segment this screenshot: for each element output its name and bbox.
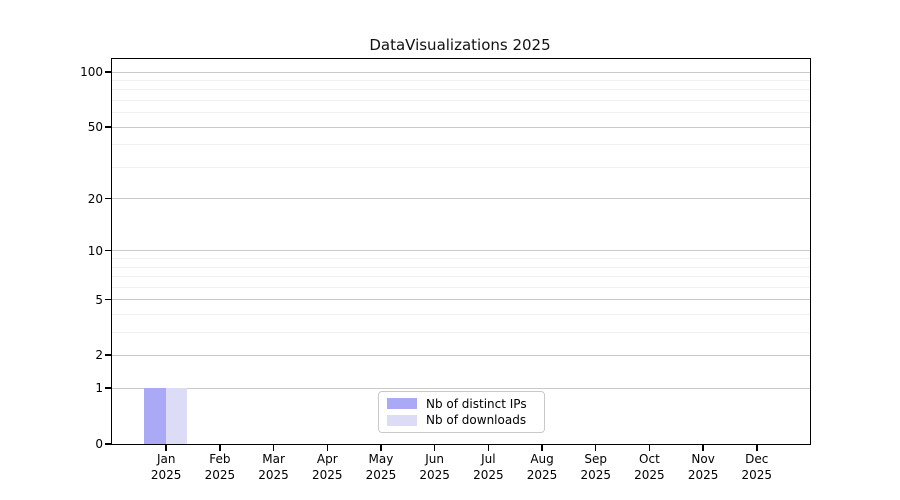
x-tick-month: Dec (745, 452, 769, 466)
x-tick-year: 2025 (365, 468, 397, 482)
x-tick-year: 2025 (258, 468, 289, 482)
x-tick-year: 2025 (150, 468, 182, 482)
y-gridline-major (112, 126, 810, 128)
x-tick-month: Sep (584, 452, 608, 466)
x-tick-year: 2025 (526, 468, 558, 482)
y-gridline-minor (112, 286, 810, 288)
x-tick-mark (702, 444, 704, 451)
y-tick-label: 20 (87, 191, 103, 206)
y-gridline-minor (112, 144, 810, 146)
y-gridline-minor (112, 166, 810, 168)
y-tick-mark (105, 443, 111, 445)
x-tick-label: Dec 2025 (729, 451, 785, 483)
x-tick-label: Jun 2025 (407, 451, 463, 483)
x-tick-mark (380, 444, 382, 451)
x-tick-year: 2025 (311, 468, 343, 482)
y-gridline-minor (112, 89, 810, 91)
x-tick-mark (594, 444, 597, 451)
x-tick-mark (648, 444, 651, 451)
chart-title: DataVisualizations 2025 (369, 36, 551, 54)
y-tick-label: 100 (80, 65, 103, 80)
x-tick-mark (326, 444, 329, 451)
y-tick-label: 50 (87, 120, 103, 135)
x-tick-year: 2025 (204, 468, 236, 482)
y-tick-label: 0 (95, 437, 103, 451)
x-tick-month: Apr (316, 452, 338, 466)
y-tick-label: 1 (95, 381, 103, 396)
x-tick-year: 2025 (580, 468, 611, 482)
x-tick-month: Aug (530, 452, 554, 466)
x-tick-year: 2025 (419, 468, 450, 482)
legend-label-distinct-ips: Nb of distinct IPs (426, 396, 527, 411)
x-tick-month: Jan (156, 452, 176, 466)
y-tick-mark (105, 298, 111, 301)
y-gridline-minor (112, 331, 810, 333)
y-tick-mark (105, 354, 111, 356)
y-gridline-major (112, 299, 810, 301)
y-gridline-major (112, 355, 810, 356)
x-tick-month: May (368, 452, 394, 466)
x-tick-mark (487, 444, 490, 451)
x-tick-label: Jul 2025 (460, 451, 516, 483)
x-tick-mark (756, 444, 758, 451)
y-tick-label: 2 (95, 348, 103, 363)
x-tick-label: Nov 2025 (675, 451, 731, 483)
x-tick-mark (541, 444, 543, 451)
x-tick-mark (272, 444, 275, 451)
x-tick-year: 2025 (473, 468, 504, 482)
y-tick-mark (105, 387, 111, 389)
x-tick-month: Jun (425, 452, 445, 466)
y-tick-mark (105, 71, 111, 73)
x-tick-label: Aug 2025 (514, 451, 570, 483)
y-gridline-minor (112, 112, 810, 114)
y-gridline-major (112, 198, 810, 200)
y-gridline-minor (112, 275, 810, 277)
y-tick-label: 5 (95, 292, 103, 307)
x-tick-month: Mar (262, 452, 285, 466)
y-gridline-minor (112, 266, 810, 268)
x-tick-label: May 2025 (353, 451, 409, 483)
x-tick-year: 2025 (634, 468, 665, 482)
legend-item-downloads: Nb of downloads (387, 413, 536, 427)
y-tick-mark (105, 249, 111, 252)
x-tick-month: Feb (209, 452, 231, 466)
y-gridline-minor (112, 258, 810, 259)
x-tick-label: Feb 2025 (192, 451, 248, 483)
legend-swatch-distinct-ips (387, 398, 417, 410)
y-gridline-minor (112, 100, 810, 102)
x-tick-year: 2025 (741, 468, 773, 482)
x-tick-mark (433, 444, 436, 451)
y-tick-mark (105, 126, 111, 128)
y-gridline-minor (112, 313, 810, 315)
x-tick-label: Apr 2025 (299, 451, 355, 483)
x-tick-month: Jul (481, 452, 496, 466)
x-tick-label: Oct 2025 (621, 451, 677, 483)
legend-swatch-downloads (387, 414, 417, 426)
x-tick-label: Sep 2025 (568, 451, 624, 483)
x-tick-mark (219, 444, 221, 451)
legend: Nb of distinct IPs Nb of downloads (378, 391, 545, 433)
plot-area (111, 58, 811, 445)
x-tick-label: Mar 2025 (246, 451, 302, 483)
x-tick-month: Nov (691, 452, 715, 466)
y-gridline-major (112, 250, 810, 252)
y-tick-label: 10 (87, 243, 103, 258)
y-gridline-minor (112, 80, 810, 82)
x-tick-mark (165, 444, 167, 451)
bar-nb-of-distinct-ips (144, 388, 166, 444)
bar-nb-of-downloads (165, 388, 188, 444)
x-tick-month: Oct (639, 452, 660, 466)
x-tick-label: Jan 2025 (138, 451, 194, 483)
y-gridline-major (112, 71, 810, 73)
legend-label-downloads: Nb of downloads (426, 413, 527, 428)
y-tick-mark (105, 197, 111, 200)
legend-item-distinct-ips: Nb of distinct IPs (387, 397, 536, 411)
x-tick-year: 2025 (687, 468, 719, 482)
y-gridline-major (112, 387, 810, 389)
